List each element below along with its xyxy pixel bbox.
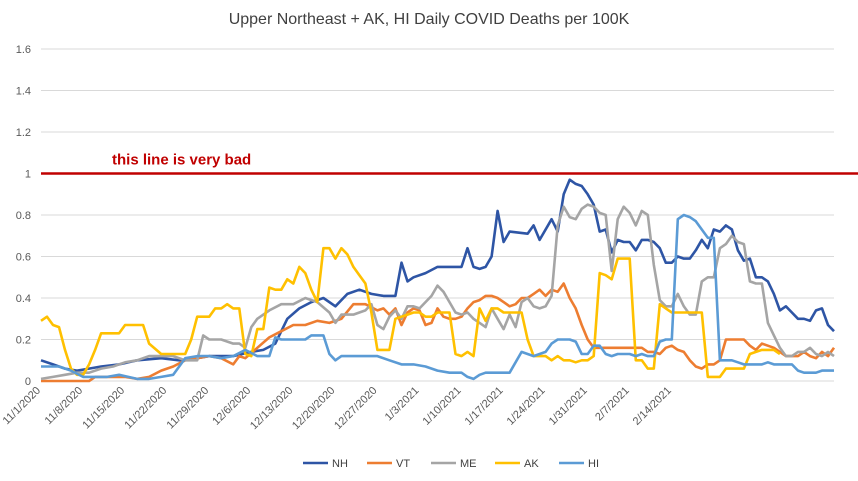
x-tick-label: 1/24/2021 — [505, 385, 548, 428]
threshold-annotation: this line is very bad — [112, 152, 251, 169]
legend-label-nh: NH — [332, 458, 348, 470]
x-tick-label: 1/10/2021 — [421, 385, 464, 428]
series-line-ak — [40, 246, 781, 379]
y-tick-label: 1 — [25, 169, 31, 181]
series-line-me — [40, 203, 835, 381]
x-tick-label: 1/31/2021 — [547, 385, 590, 428]
y-tick-label: 1.6 — [16, 44, 31, 56]
x-tick-label: 12/6/2020 — [210, 385, 253, 428]
legend-label-ak: AK — [524, 458, 539, 470]
y-axis-ticks: 0 0.2 0.4 0.6 0.8 1 1.2 1.4 1.6 — [16, 44, 31, 388]
x-tick-label: 12/20/2020 — [290, 385, 337, 432]
x-tick-label: 11/1/2020 — [1, 385, 44, 428]
x-tick-label: 2/14/2021 — [631, 385, 674, 428]
y-tick-label: 0.8 — [16, 210, 31, 222]
legend-label-vt: VT — [396, 458, 410, 470]
series-line-nh — [40, 178, 835, 372]
legend-label-me: ME — [460, 458, 477, 470]
x-axis-ticks: 11/1/2020 11/8/202011/15/202011/22/202011… — [1, 385, 674, 432]
x-tick-label: 1/3/2021 — [383, 385, 422, 424]
series-lines — [40, 178, 836, 383]
y-tick-label: 1.2 — [16, 127, 31, 139]
x-tick-label: 1/17/2021 — [463, 385, 506, 428]
series-line-vt — [41, 282, 836, 383]
x-tick-label: 12/13/2020 — [248, 385, 295, 432]
y-tick-label: 0.2 — [16, 335, 31, 347]
legend: NH VT ME AK HI — [303, 458, 599, 470]
series-line-hi — [41, 213, 834, 381]
x-tick-label: 11/8/2020 — [43, 385, 86, 428]
chart-title: Upper Northeast + AK, HI Daily COVID Dea… — [229, 11, 630, 28]
x-tick-label: 11/22/2020 — [122, 385, 169, 432]
legend-label-hi: HI — [588, 458, 599, 470]
x-tick-label: 11/29/2020 — [164, 385, 211, 432]
x-tick-label: 2/7/2021 — [593, 385, 632, 424]
gridlines — [41, 48, 834, 382]
annotation-layer: this line is very bad — [41, 152, 858, 175]
y-tick-label: 0.4 — [16, 293, 31, 305]
x-tick-label: 11/15/2020 — [80, 385, 127, 432]
y-tick-label: 1.4 — [16, 86, 31, 98]
y-tick-label: 0 — [25, 376, 31, 388]
x-tick-label: 12/27/2020 — [332, 385, 379, 432]
y-tick-label: 0.6 — [16, 252, 31, 264]
